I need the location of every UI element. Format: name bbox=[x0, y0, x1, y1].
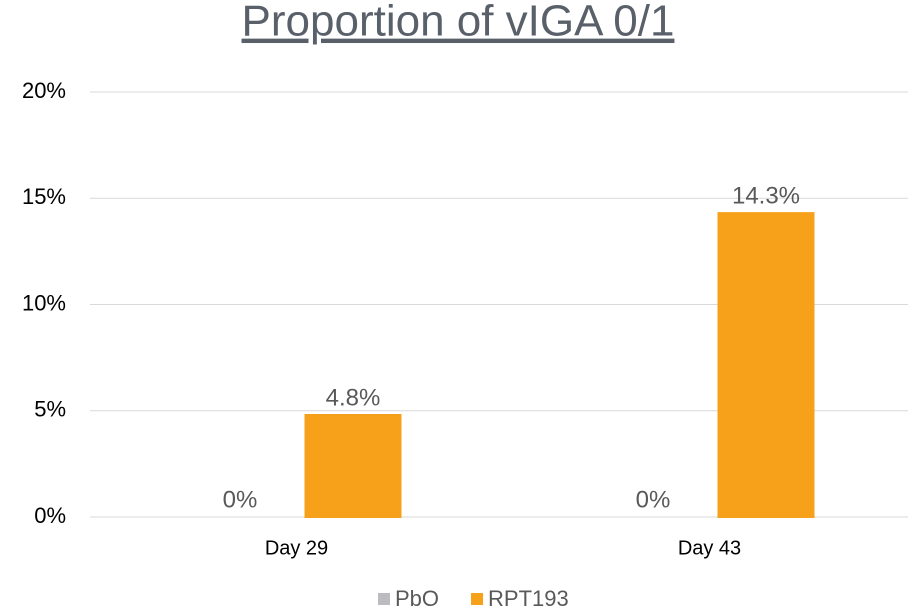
chart-title: Proportion of vIGA 0/1 bbox=[242, 0, 675, 46]
y-tick-label: 20% bbox=[22, 78, 66, 103]
legend-label: RPT193 bbox=[488, 586, 569, 611]
data-label: 14.3% bbox=[732, 182, 800, 209]
legend-swatch bbox=[378, 593, 390, 605]
data-label: 0% bbox=[636, 486, 671, 513]
bar bbox=[717, 212, 815, 518]
data-label: 0% bbox=[223, 486, 258, 513]
data-label: 4.8% bbox=[326, 384, 381, 411]
legend-swatch bbox=[471, 593, 484, 605]
legend-label: PbO bbox=[395, 586, 439, 611]
bar bbox=[304, 414, 402, 518]
y-tick-label: 10% bbox=[22, 290, 66, 315]
y-tick-label: 15% bbox=[22, 184, 66, 209]
x-tick-label: Day 29 bbox=[265, 537, 328, 559]
y-tick-label: 0% bbox=[34, 503, 66, 528]
y-tick-label: 5% bbox=[34, 397, 66, 422]
x-tick-label: Day 43 bbox=[678, 537, 741, 559]
